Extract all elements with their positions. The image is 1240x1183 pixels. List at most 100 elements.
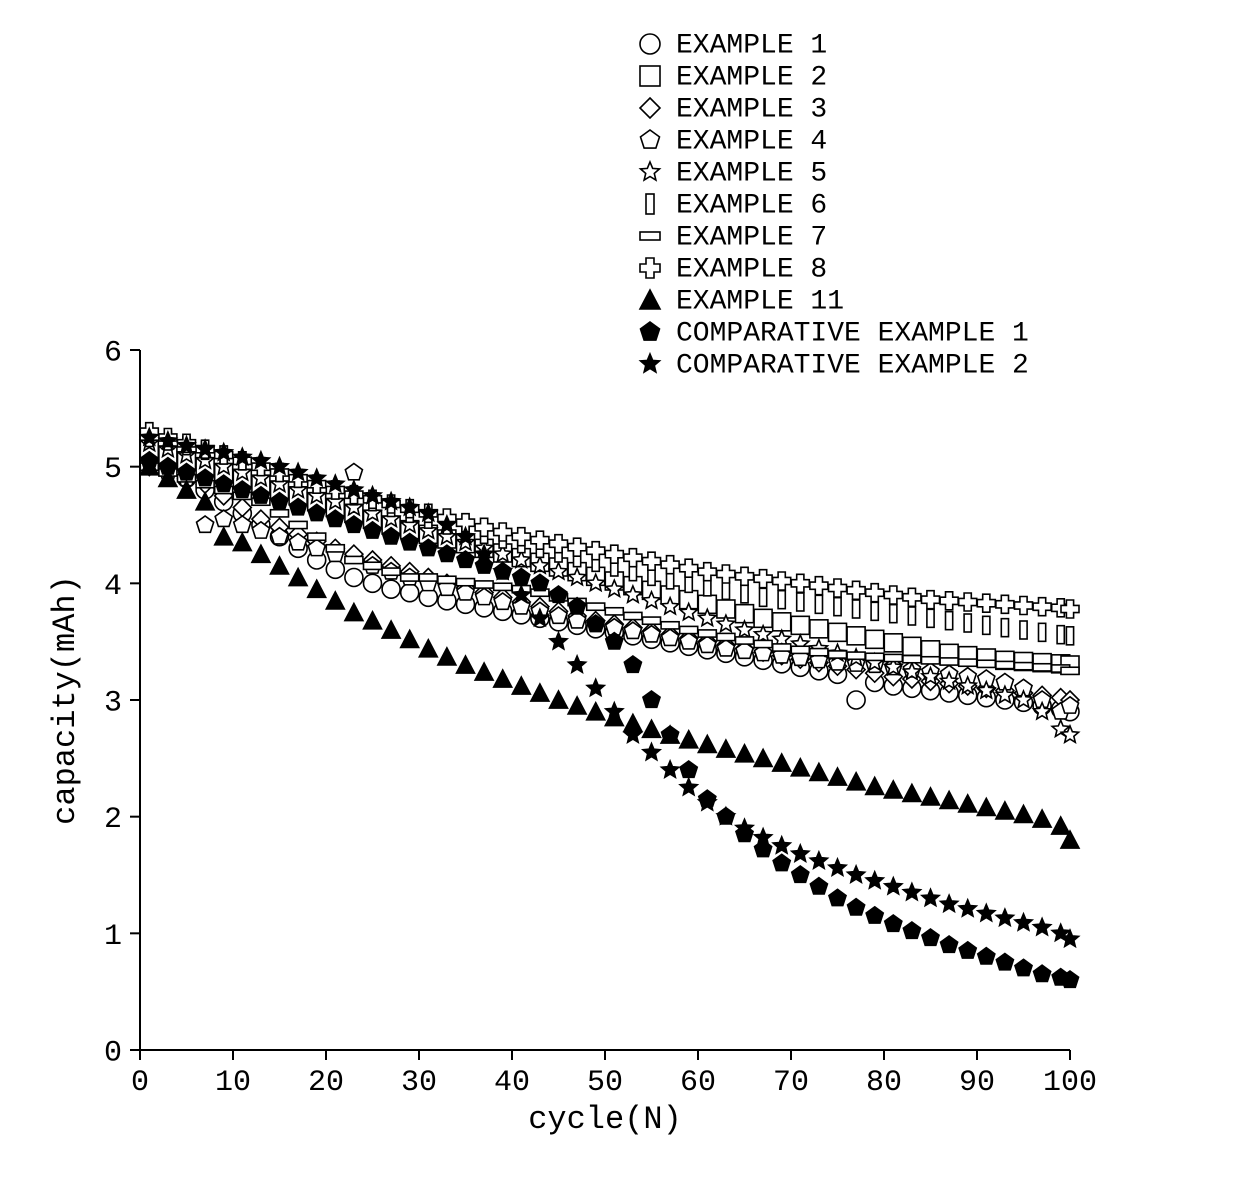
point — [698, 563, 716, 581]
point — [494, 583, 512, 590]
xtick-label: 80 — [866, 1066, 902, 1100]
point — [550, 586, 567, 602]
point — [996, 595, 1014, 613]
point — [624, 549, 642, 567]
point — [964, 614, 971, 632]
point — [531, 684, 549, 701]
point — [587, 703, 605, 720]
point — [587, 679, 604, 695]
point — [419, 640, 437, 657]
point — [791, 646, 809, 653]
point — [662, 726, 679, 742]
point — [922, 657, 940, 664]
point — [643, 691, 660, 707]
ytick-label: 0 — [104, 1037, 122, 1071]
point — [233, 534, 251, 551]
point — [903, 884, 920, 900]
point — [364, 562, 382, 569]
point — [848, 899, 865, 915]
point — [810, 649, 828, 656]
point — [977, 594, 995, 612]
point — [866, 584, 884, 602]
point — [717, 633, 735, 640]
legend-marker — [640, 34, 660, 54]
point — [978, 948, 995, 964]
point — [1033, 810, 1051, 827]
point — [797, 593, 804, 611]
xtick-label: 100 — [1043, 1066, 1097, 1100]
point — [983, 616, 990, 634]
point — [457, 579, 475, 586]
point — [698, 630, 716, 637]
point — [1015, 914, 1032, 930]
point — [996, 802, 1014, 819]
point — [736, 637, 754, 644]
point — [754, 570, 772, 588]
legend-marker — [640, 290, 660, 309]
point — [1057, 626, 1064, 644]
legend: EXAMPLE 1EXAMPLE 2EXAMPLE 3EXAMPLE 4EXAM… — [640, 30, 1029, 381]
point — [866, 872, 883, 888]
point — [624, 656, 641, 672]
xtick-label: 30 — [401, 1066, 437, 1100]
point — [940, 791, 958, 808]
point — [587, 542, 605, 560]
point — [457, 656, 475, 673]
point — [345, 464, 362, 480]
point — [903, 637, 921, 655]
point — [364, 574, 382, 592]
point — [884, 654, 902, 661]
point — [847, 691, 865, 709]
point — [847, 652, 865, 659]
point — [815, 595, 822, 613]
point — [847, 773, 865, 790]
point — [773, 644, 791, 651]
point — [345, 556, 363, 563]
point — [1015, 959, 1032, 975]
point — [810, 852, 827, 868]
xtick-label: 70 — [773, 1066, 809, 1100]
point — [829, 623, 847, 641]
point — [959, 593, 977, 611]
point — [531, 531, 549, 549]
point — [568, 697, 586, 714]
point — [903, 784, 921, 801]
point — [829, 889, 846, 905]
point — [903, 588, 921, 606]
legend-label: COMPARATIVE EXAMPLE 2 — [676, 350, 1029, 381]
legend-marker — [640, 258, 660, 278]
point — [680, 731, 698, 748]
point — [475, 581, 493, 588]
ytick-label: 1 — [104, 920, 122, 954]
point — [494, 670, 512, 687]
point — [1061, 667, 1079, 674]
ytick-label: 5 — [104, 453, 122, 487]
point — [494, 523, 512, 541]
xtick-label: 20 — [308, 1066, 344, 1100]
point — [959, 942, 976, 958]
point — [308, 533, 326, 540]
point — [401, 584, 419, 602]
point — [922, 591, 940, 609]
point — [773, 613, 791, 631]
chart-container: 01020304050607080901000123456cycle(N)cap… — [0, 0, 1240, 1183]
point — [773, 572, 791, 590]
point — [829, 768, 847, 785]
point — [513, 569, 530, 585]
point — [792, 845, 809, 861]
point — [760, 588, 767, 606]
point — [810, 878, 827, 894]
point — [1020, 621, 1027, 639]
point — [252, 545, 270, 562]
point — [829, 859, 846, 875]
point — [308, 580, 326, 597]
legend-label: EXAMPLE 8 — [676, 254, 827, 285]
point — [197, 516, 214, 532]
point — [1052, 817, 1070, 834]
point — [866, 653, 884, 660]
point — [866, 630, 884, 648]
point — [884, 781, 902, 798]
point — [661, 622, 679, 629]
point — [885, 915, 902, 931]
point — [978, 905, 995, 921]
